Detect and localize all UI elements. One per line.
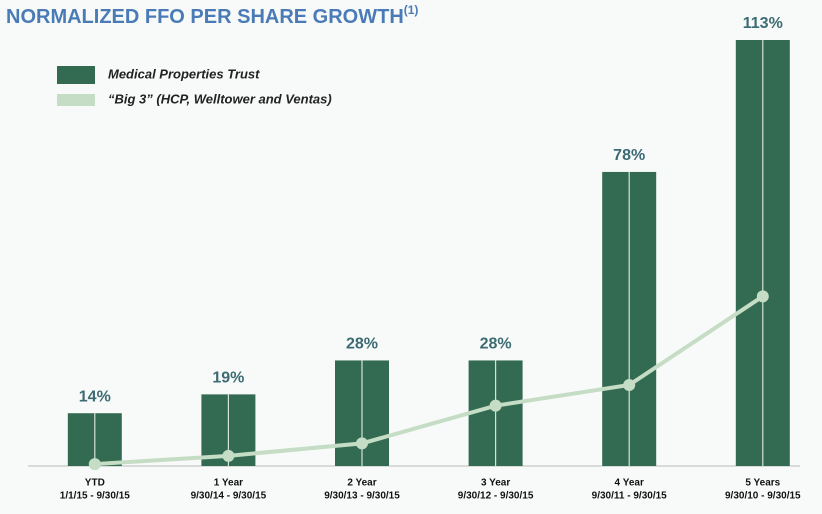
legend-label: Medical Properties Trust [108,66,260,81]
line-point [623,378,636,391]
line-point [222,449,235,462]
x-tick-label: 2 Year [347,478,376,489]
x-tick-label: 1/1/15 - 9/30/15 [60,491,130,502]
x-tick-label: 9/30/13 - 9/30/15 [324,491,400,502]
chart-title: NORMALIZED FFO PER SHARE GROWTH(1) [6,3,418,28]
x-tick-label: 4 Year [615,478,644,489]
value-label: 28% [480,336,512,353]
title-text: NORMALIZED FFO PER SHARE GROWTH [6,6,404,28]
line-point [88,458,101,471]
value-label: 14% [79,388,111,405]
legend-label: “Big 3” (HCP, Welltower and Ventas) [108,91,332,106]
line-point [489,399,502,412]
value-label: 78% [613,147,645,164]
line-point [756,290,769,303]
line-point [356,437,368,450]
value-label: 28% [346,336,378,353]
x-tick-label: 9/30/12 - 9/30/15 [458,491,534,502]
value-label: 19% [212,370,244,387]
value-label: 113% [743,15,783,32]
x-tick-label: 1 Year [214,478,243,489]
title-superscript: (1) [404,3,419,17]
x-tick-label: 9/30/14 - 9/30/15 [191,491,267,502]
x-tick-label: 3 Year [481,478,510,489]
legend-swatch [57,66,95,84]
line-series [94,294,764,467]
x-tick-label: YTD [85,478,105,489]
x-tick-label: 5 Years [745,478,780,489]
x-tick-label: 9/30/11 - 9/30/15 [592,491,668,502]
x-tick-label: 9/30/10 - 9/30/15 [725,491,801,502]
